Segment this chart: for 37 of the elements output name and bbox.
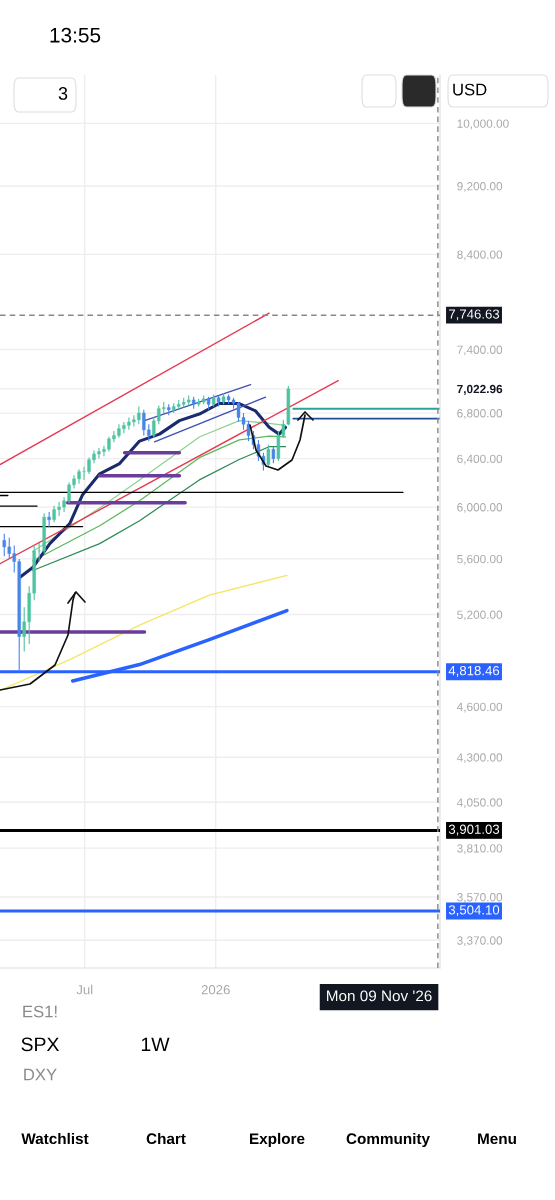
y-tick-label: 5,200.00 [457, 610, 503, 621]
candlestick [47, 511, 51, 528]
text: Community [346, 1132, 430, 1148]
text: Explore [250, 1132, 305, 1148]
x-tick-label: Jul [76, 984, 93, 995]
y-tick-label: 3,370.00 [457, 936, 503, 947]
x-tick-label: 2026 [201, 985, 230, 995]
y-tick-label: 6,400.00 [457, 454, 503, 465]
y-tick-label: 4,600.00 [456, 702, 503, 713]
annotation: 3 [58, 87, 68, 100]
ref-line-label: 7,746.63 [449, 309, 500, 321]
y-tick-label: 3,810.00 [457, 844, 503, 854]
text: Menu [478, 1133, 516, 1145]
text: USD [453, 83, 487, 96]
text: Chart [146, 1132, 186, 1145]
text: SPX [21, 1037, 60, 1052]
text: 13:55 [50, 27, 101, 43]
y-tick-label: 3,570.00 [457, 893, 503, 903]
y-tick-label: 4,300.00 [456, 753, 503, 764]
y-tick-label: 4,050.00 [456, 798, 503, 809]
ref-line-label: Mon 09 Nov '26 [327, 990, 432, 1002]
text: DXY [24, 1068, 57, 1081]
y-tick-label: 7,022.96 [457, 384, 503, 395]
ref-line-label: 3,901.03 [448, 824, 500, 836]
y-tick-label: 9,200.00 [457, 182, 503, 192]
text: ES1! [23, 1005, 57, 1018]
candlestick [266, 444, 271, 468]
y-tick-label: 6,800.00 [457, 409, 503, 419]
y-tick-label: 5,600.00 [457, 554, 503, 565]
y-tick-label: 7,400.00 [457, 345, 503, 356]
y-tick-label: 10,000.00 [457, 119, 509, 130]
text: Watchlist [21, 1132, 89, 1145]
ref-line-label: 3,504.10 [448, 905, 500, 917]
y-tick-label: 6,000.00 [457, 503, 503, 513]
ref-line-label: 4,818.46 [448, 665, 500, 677]
text: 1W [141, 1037, 170, 1052]
y-tick-label: 8,400.00 [457, 250, 503, 261]
